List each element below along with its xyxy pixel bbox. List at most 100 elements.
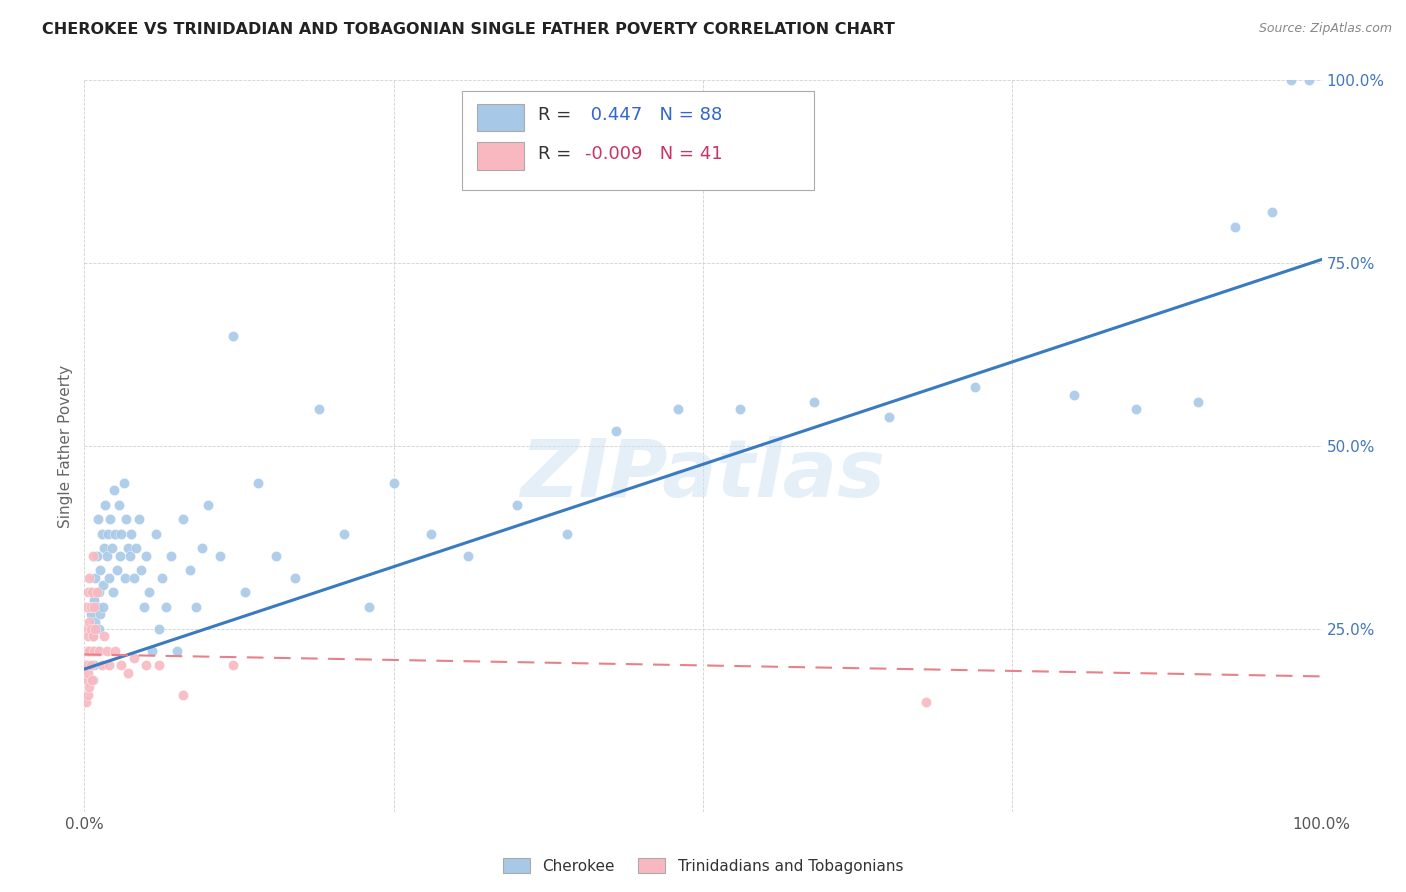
Point: [94, 498, 117, 512]
Text: R =: R =: [538, 145, 578, 163]
Point: [222, 329, 245, 343]
Point: [803, 395, 825, 409]
Point: [82, 549, 104, 563]
Point: [135, 658, 157, 673]
Point: [89, 585, 111, 599]
Point: [75, 644, 97, 658]
Point: [86, 549, 108, 563]
Point: [148, 622, 170, 636]
Text: Source: ZipAtlas.com: Source: ZipAtlas.com: [1258, 22, 1392, 36]
Point: [284, 571, 307, 585]
Point: [110, 658, 132, 673]
Point: [115, 512, 138, 526]
Point: [141, 644, 163, 658]
Point: [79, 644, 101, 658]
Point: [98, 571, 121, 585]
Point: [89, 622, 111, 636]
Point: [79, 585, 101, 599]
Point: [79, 599, 101, 614]
Point: [91, 578, 114, 592]
Point: [197, 498, 219, 512]
Point: [77, 629, 100, 643]
Point: [105, 563, 128, 577]
Point: [110, 549, 132, 563]
Point: [1063, 388, 1085, 402]
Point: [82, 673, 104, 687]
Point: [86, 585, 108, 599]
Point: [160, 549, 183, 563]
Point: [246, 475, 269, 490]
Point: [605, 425, 627, 439]
Point: [357, 599, 380, 614]
Point: [103, 483, 125, 497]
Point: [145, 526, 167, 541]
Point: [122, 651, 145, 665]
Point: [457, 549, 479, 563]
Point: [264, 549, 287, 563]
Point: [79, 615, 101, 629]
Point: [89, 563, 111, 577]
Point: [965, 380, 987, 394]
Point: [80, 673, 103, 687]
Point: [166, 644, 188, 658]
Point: [179, 563, 201, 577]
Point: [1298, 73, 1320, 87]
Point: [222, 658, 245, 673]
Point: [138, 585, 160, 599]
Point: [76, 658, 98, 673]
Point: [84, 615, 107, 629]
Point: [506, 498, 529, 512]
Text: CHEROKEE VS TRINIDADIAN AND TOBAGONIAN SINGLE FATHER POVERTY CORRELATION CHART: CHEROKEE VS TRINIDADIAN AND TOBAGONIAN S…: [42, 22, 896, 37]
Point: [91, 599, 114, 614]
Point: [83, 658, 105, 673]
Point: [172, 688, 194, 702]
Point: [87, 512, 110, 526]
Point: [117, 665, 139, 680]
Point: [120, 549, 142, 563]
FancyBboxPatch shape: [461, 91, 814, 190]
Point: [80, 585, 103, 599]
FancyBboxPatch shape: [477, 143, 523, 170]
Point: [77, 665, 100, 680]
Point: [122, 571, 145, 585]
Point: [132, 599, 155, 614]
Point: [150, 571, 173, 585]
FancyBboxPatch shape: [477, 103, 523, 131]
Point: [79, 681, 101, 695]
Point: [79, 658, 101, 673]
Point: [333, 526, 356, 541]
Text: 0.447   N = 88: 0.447 N = 88: [585, 105, 723, 124]
Point: [93, 629, 115, 643]
Point: [79, 607, 101, 622]
Point: [75, 658, 97, 673]
Point: [82, 629, 104, 643]
Point: [76, 622, 98, 636]
Point: [148, 658, 170, 673]
Point: [555, 526, 578, 541]
Point: [77, 688, 100, 702]
Point: [1125, 402, 1147, 417]
Point: [82, 629, 104, 643]
Point: [80, 599, 103, 614]
Point: [79, 622, 101, 636]
Point: [89, 607, 111, 622]
Point: [135, 549, 157, 563]
Point: [666, 402, 689, 417]
Y-axis label: Single Father Poverty: Single Father Poverty: [58, 365, 73, 527]
Point: [108, 498, 131, 512]
Point: [84, 571, 107, 585]
Point: [104, 644, 127, 658]
Point: [86, 599, 108, 614]
Point: [112, 475, 135, 490]
Point: [117, 541, 139, 556]
Point: [101, 585, 124, 599]
Point: [90, 658, 112, 673]
Text: ZIPatlas: ZIPatlas: [520, 436, 886, 515]
Point: [104, 526, 127, 541]
Point: [83, 622, 105, 636]
Point: [114, 571, 136, 585]
Point: [83, 592, 105, 607]
Point: [97, 526, 120, 541]
Point: [877, 409, 900, 424]
Point: [83, 599, 105, 614]
